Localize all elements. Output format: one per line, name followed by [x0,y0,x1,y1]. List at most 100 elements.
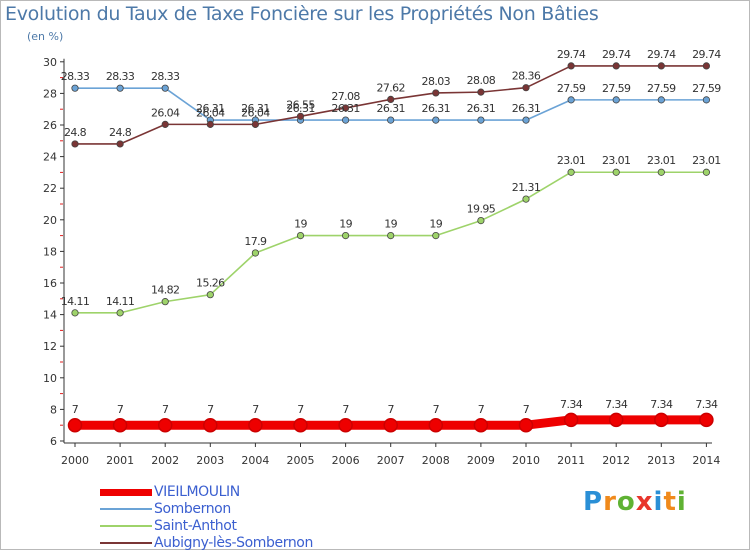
x-tick-label: 2012 [602,454,630,467]
logo-letter: x [635,487,654,517]
data-point [338,417,353,433]
data-point [157,417,173,433]
logo-letter: t [663,487,677,517]
data-label: 19 [294,218,307,231]
data-point [473,417,489,433]
data-label: 19 [339,218,352,231]
legend-swatch-vieilmoulin [100,489,152,496]
x-tick-label: 2005 [287,454,315,467]
data-point [432,232,440,240]
data-point [612,168,620,176]
x-tick-label: 2004 [241,454,269,467]
x-tick-label: 2013 [647,454,675,467]
y-tick-label: 14 [43,309,57,322]
legend-label-aubigny: Aubigny-lès-Sombernon [154,535,313,551]
data-label: 27.62 [376,81,405,94]
data-label: 23.01 [692,154,721,167]
data-point [383,417,398,433]
data-point [567,62,575,70]
data-label: 14.11 [106,295,135,308]
data-label: 27.59 [602,82,631,95]
data-label: 26.31 [286,102,315,115]
data-point [522,116,530,124]
data-point [612,96,620,104]
data-point [702,62,711,70]
data-point [387,95,395,104]
x-tick-label: 2003 [196,454,224,467]
data-point [67,417,83,433]
x-tick-label: 2000 [61,454,89,467]
data-label: 24.8 [109,126,132,139]
data-point [657,62,665,70]
x-tick-label: 2011 [557,454,585,467]
data-label: 7 [387,403,394,416]
data-point [608,412,624,428]
data-label: 19.95 [467,203,496,216]
logo-letter: o [616,487,636,517]
data-label: 23.01 [602,154,631,167]
data-point [161,120,169,128]
data-point [432,116,440,124]
y-tick-label: 6 [50,435,57,448]
data-label: 15.26 [196,277,225,290]
unit-label: (en %) [27,30,64,43]
data-label: 21.31 [512,181,541,194]
data-label: 26.31 [512,102,541,115]
logo-letter: i [676,487,687,517]
data-label: 26.31 [331,102,360,115]
data-label: 29.74 [647,48,676,61]
data-label: 28.33 [151,70,180,83]
data-label: 19 [384,218,397,231]
x-tick-label: 2006 [332,454,360,467]
data-point [71,84,79,92]
data-label: 23.01 [557,154,586,167]
data-point [522,84,530,92]
x-tick-label: 2014 [692,454,720,467]
y-tick-label: 20 [43,214,57,227]
data-label: 27.08 [331,90,360,103]
x-tick-label: 2001 [106,454,134,467]
data-point [612,62,620,70]
data-label: 26.04 [241,106,270,119]
data-point [477,88,485,96]
y-tick-label: 16 [43,277,57,290]
data-point [161,298,169,306]
data-point [296,112,305,120]
y-tick-label: 26 [43,119,57,132]
data-label: 7 [523,403,530,416]
data-label: 28.08 [467,74,496,87]
data-label: 23.01 [647,154,676,167]
data-label: 7 [162,403,169,416]
y-tick-label: 24 [43,151,57,164]
data-label: 7.34 [650,398,673,411]
legend-swatch-sombernon [100,508,152,510]
data-label: 7 [478,403,485,416]
data-label: 14.11 [61,295,90,308]
y-tick-label: 8 [50,403,57,416]
data-label: 19 [429,218,442,231]
logo-letter: r [603,487,617,517]
data-point [248,417,263,433]
data-label: 28.03 [422,75,451,88]
data-label: 29.74 [557,48,586,61]
legend-label-vieilmoulin: VIEILMOULIN [154,484,240,500]
data-label: 7.34 [560,398,583,411]
data-label: 28.36 [512,70,541,83]
logo-letter: i [653,487,664,517]
data-label: 7 [207,403,214,416]
data-point [567,96,575,104]
data-point [116,309,124,317]
data-label: 26.31 [376,102,405,115]
y-tick-label: 22 [43,182,57,195]
x-tick-label: 2007 [377,454,405,467]
data-label: 7 [342,403,349,416]
data-point [116,84,124,92]
data-point [341,116,350,124]
data-point [428,417,444,433]
x-tick-label: 2010 [512,454,540,467]
data-point [702,96,711,104]
data-label: 26.04 [196,106,225,119]
legend-label-sombernon: Sombernon [154,501,231,517]
data-point [432,89,440,97]
